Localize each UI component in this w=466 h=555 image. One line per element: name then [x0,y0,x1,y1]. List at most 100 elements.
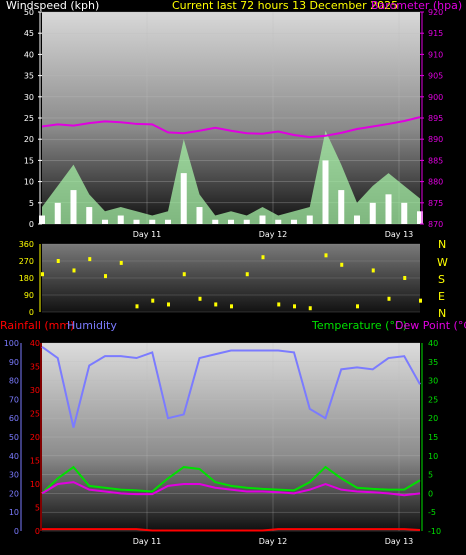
wind-y-tick-label: 35 [24,72,34,81]
temp-x-tick-label: Day 11 [133,537,162,546]
direction-point [387,296,391,301]
temp-y-tick-label: 40 [428,339,438,348]
humidity-axis-title: Humidity [67,319,117,332]
chart-marks [39,116,423,532]
rainfall-y-tick-label: 15 [30,457,40,466]
rainfall-y-tick-label: 30 [30,386,40,395]
direction-point [41,272,44,277]
windspeed-bar [259,215,266,224]
direction-point [72,268,76,273]
baro-y-tick-label: 895 [428,114,443,123]
baro-y-tick-label: 880 [428,178,443,187]
direction-point [151,298,155,303]
direction-point [419,298,422,303]
rainfall-y-tick-label: 25 [30,410,40,419]
wind-y-tick-label: 25 [24,114,34,123]
dewpoint-line [41,481,421,497]
direction-point [182,272,186,277]
temp-y-tick-label: 15 [428,433,438,442]
direction-point [356,304,359,309]
humidity-y-tick-label: 40 [9,452,19,461]
direction-point [230,304,233,309]
rainfall-line [42,528,421,532]
direction-point [371,268,375,273]
windspeed-bar [54,202,61,224]
wind-y-tick-label: 0 [29,220,34,229]
humidity-line [41,345,421,428]
windspeed-bar [417,211,423,224]
humidity-y-tick-label: 10 [9,508,19,517]
direction-point [104,274,107,279]
windspeed-bar [369,202,376,224]
humidity-y-tick-label: 30 [9,471,19,480]
temp-y-tick-label: 35 [428,358,438,367]
temperature-line [41,465,421,495]
windspeed-bar [306,215,313,224]
dir-y-tick-label: 360 [19,240,34,249]
windspeed-bar [338,190,345,224]
temp-y-tick-label: 10 [428,452,438,461]
temp-y-tick-label: -5 [428,508,436,517]
baro-y-tick-label: 910 [428,50,443,59]
wind-x-tick-label: Day 11 [133,230,162,239]
windspeed-bar [243,219,250,224]
temp-y-tick-label: 0 [428,489,433,498]
windspeed-bar [70,190,77,224]
direction-point [198,296,202,301]
windspeed-bar [86,207,93,224]
compass-letter-n-bottom: N [438,307,446,320]
dir-y-tick-label: 180 [19,274,34,283]
wind-y-tick-label: 30 [24,93,34,102]
baro-y-tick-label: 870 [428,220,443,229]
windspeed-bar [133,219,140,224]
windspeed-bar [354,215,360,224]
tick-labels: 0510152025303540455087087588088589089590… [4,8,444,546]
wind-x-tick-label: Day 12 [259,230,288,239]
windspeed-bar [149,219,156,224]
wind-y-tick-label: 45 [24,29,34,38]
windspeed-bar [291,219,297,224]
windspeed-bar [117,215,124,224]
temp-y-tick-label: 20 [428,414,438,423]
compass-letter-n-top: N [438,238,446,251]
windspeed-bar [180,173,187,224]
windspeed-bar [196,207,203,224]
direction-point [214,302,218,307]
wind-y-tick-label: 15 [24,156,34,165]
humidity-y-tick-label: 70 [9,395,19,404]
baro-y-tick-label: 890 [428,135,443,144]
temp-y-tick-label: -10 [428,527,441,536]
wind-x-tick-label: Day 13 [385,230,414,239]
humidity-y-tick-label: 20 [9,489,19,498]
rainfall-y-tick-label: 10 [30,480,40,489]
temp-y-tick-label: 25 [428,395,438,404]
rainfall-y-tick-label: 20 [30,433,40,442]
windspeed-bar [228,219,234,224]
rainfall-y-tick-label: 5 [35,504,40,513]
humidity-y-tick-label: 50 [9,433,19,442]
wind-y-tick-label: 50 [24,8,34,17]
rainfall-axis-title: Rainfall (mm) [0,319,74,332]
windspeed-bar [165,219,171,224]
direction-point [340,262,344,267]
direction-point [277,302,281,307]
windspeed-bar [401,202,408,224]
direction-point [135,304,139,309]
baro-y-tick-label: 900 [428,93,443,102]
windspeed-bar [39,215,45,224]
wind-y-tick-label: 10 [24,178,34,187]
direction-point [308,306,312,311]
humidity-y-tick-label: 100 [4,339,19,348]
direction-point [119,260,123,265]
wind-y-tick-label: 40 [24,50,34,59]
compass-letter-w: W [437,256,448,269]
direction-point [245,272,249,277]
baro-y-tick-label: 885 [428,156,443,165]
barometer-axis-title: Barometer (hpa) [371,0,462,12]
compass-letter-s: S [438,273,445,286]
wind-y-tick-label: 5 [29,199,34,208]
direction-point [324,253,328,258]
direction-point [261,255,265,260]
